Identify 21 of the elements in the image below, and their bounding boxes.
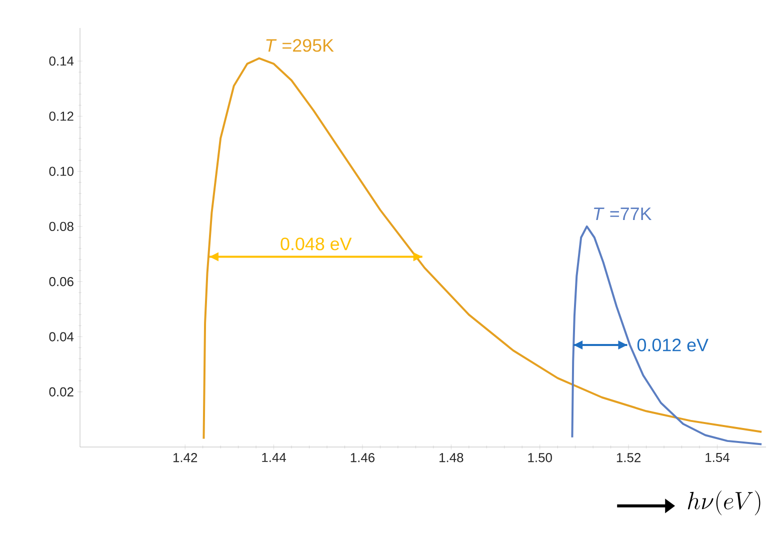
series-label: T =77K: [594, 208, 652, 220]
x-tick-label: 1.54: [706, 453, 730, 462]
line-series: [571, 225, 763, 446]
y-tick-label: 0.02: [49, 387, 74, 396]
annotation: 0.012 eV: [637, 338, 708, 352]
x-tick-label: 1.52: [616, 453, 640, 462]
line-series: [202, 57, 763, 440]
x-tick-label: 1.46: [350, 453, 375, 462]
y-tick-label: 0.12: [49, 112, 74, 121]
x-tick-label: 1.44: [262, 453, 286, 462]
y-tick-label: 0.14: [49, 56, 74, 66]
y-tick-label: 0.06: [49, 277, 74, 286]
x-tick-label: 1.42: [173, 453, 198, 462]
series-label: T =295K: [266, 39, 334, 52]
y-tick-label: 0.10: [49, 166, 74, 176]
x-tick-label: 1.48: [440, 453, 464, 462]
x-tick-label: 1.50: [528, 453, 552, 462]
y-tick-label: 0.08: [49, 222, 74, 232]
x-axis-title: $h\nu(eV)$: [688, 490, 760, 516]
annotation: 0.048 eV: [280, 238, 352, 250]
y-tick-label: 0.04: [49, 332, 74, 342]
